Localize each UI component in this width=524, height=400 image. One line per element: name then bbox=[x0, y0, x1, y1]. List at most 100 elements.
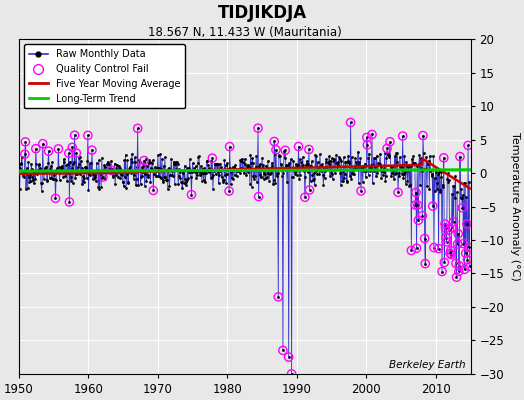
Point bbox=[198, 177, 206, 184]
Point bbox=[78, 181, 86, 188]
Point bbox=[139, 168, 148, 175]
Point bbox=[452, 274, 461, 280]
Point bbox=[434, 171, 442, 177]
Point bbox=[361, 163, 369, 170]
Point bbox=[235, 170, 244, 176]
Point bbox=[440, 259, 449, 266]
Point bbox=[122, 151, 130, 158]
Point bbox=[232, 167, 240, 174]
Point bbox=[151, 164, 159, 170]
Point bbox=[463, 221, 471, 227]
Point bbox=[168, 168, 177, 174]
Point bbox=[31, 146, 40, 152]
Point bbox=[414, 161, 423, 168]
Point bbox=[53, 169, 62, 175]
Point bbox=[433, 185, 441, 192]
Point bbox=[79, 178, 87, 185]
Point bbox=[294, 162, 302, 168]
Point bbox=[465, 179, 473, 185]
Point bbox=[392, 150, 401, 156]
Point bbox=[464, 142, 472, 148]
Point bbox=[195, 153, 203, 160]
Point bbox=[197, 170, 205, 176]
Point bbox=[30, 180, 38, 187]
Point bbox=[442, 239, 451, 245]
Point bbox=[82, 164, 90, 171]
Point bbox=[134, 182, 143, 188]
Point bbox=[45, 148, 53, 154]
Point bbox=[87, 168, 95, 175]
Point bbox=[374, 167, 382, 174]
Point bbox=[199, 170, 208, 176]
Point bbox=[143, 174, 151, 181]
Point bbox=[234, 168, 243, 174]
Point bbox=[211, 160, 220, 167]
Point bbox=[400, 153, 409, 160]
Point bbox=[134, 125, 142, 132]
Point bbox=[296, 156, 304, 162]
Point bbox=[444, 179, 453, 186]
Point bbox=[234, 167, 242, 174]
Point bbox=[213, 160, 221, 167]
Point bbox=[292, 172, 301, 178]
Point bbox=[311, 182, 319, 188]
Point bbox=[137, 164, 146, 170]
Point bbox=[394, 189, 402, 196]
Point bbox=[136, 181, 145, 187]
Point bbox=[79, 173, 88, 179]
Point bbox=[333, 164, 342, 170]
Point bbox=[181, 176, 189, 182]
Point bbox=[439, 184, 447, 190]
Point bbox=[435, 187, 444, 194]
Point bbox=[176, 175, 184, 182]
Point bbox=[464, 244, 473, 250]
Point bbox=[434, 245, 443, 252]
Point bbox=[179, 170, 188, 176]
Point bbox=[457, 186, 465, 193]
Point bbox=[338, 178, 346, 184]
Point bbox=[103, 158, 112, 165]
Point bbox=[81, 164, 89, 170]
Point bbox=[455, 268, 463, 274]
Point bbox=[222, 180, 231, 186]
Point bbox=[230, 164, 238, 171]
Point bbox=[364, 172, 373, 178]
Point bbox=[342, 178, 351, 184]
Point bbox=[445, 177, 453, 183]
Point bbox=[268, 163, 277, 169]
Point bbox=[462, 250, 470, 256]
Point bbox=[137, 164, 146, 170]
Point bbox=[31, 146, 40, 152]
Point bbox=[155, 165, 163, 171]
Point bbox=[304, 169, 312, 176]
Point bbox=[77, 158, 85, 164]
Point bbox=[69, 180, 77, 186]
Point bbox=[140, 157, 148, 164]
Point bbox=[249, 173, 258, 179]
Point bbox=[165, 164, 173, 171]
Point bbox=[74, 164, 82, 170]
Point bbox=[224, 166, 232, 173]
Point bbox=[419, 150, 428, 156]
Point bbox=[354, 148, 362, 155]
Point bbox=[233, 172, 241, 179]
Point bbox=[215, 172, 223, 178]
Point bbox=[353, 162, 362, 168]
Point bbox=[68, 144, 77, 150]
Point bbox=[385, 154, 394, 160]
Point bbox=[295, 176, 303, 182]
Point bbox=[379, 169, 388, 176]
Point bbox=[327, 170, 335, 176]
Point bbox=[48, 176, 57, 182]
Point bbox=[250, 176, 258, 182]
Point bbox=[208, 155, 216, 161]
Point bbox=[430, 175, 439, 181]
Point bbox=[251, 173, 259, 179]
Point bbox=[316, 167, 325, 174]
Point bbox=[456, 195, 465, 202]
Point bbox=[413, 202, 422, 208]
Point bbox=[84, 132, 92, 138]
Point bbox=[40, 165, 49, 171]
Point bbox=[412, 245, 421, 252]
Point bbox=[108, 166, 116, 172]
